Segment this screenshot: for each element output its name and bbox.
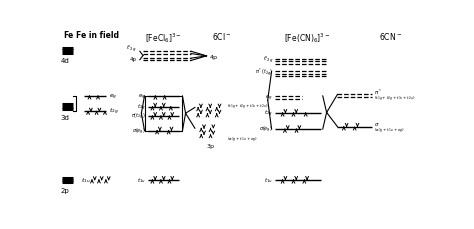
Text: 2p: 2p bbox=[61, 187, 70, 193]
Text: $t'_{2g}$: $t'_{2g}$ bbox=[263, 55, 273, 65]
Text: $(t_{1g}+t_{2g}+t_{1u}+t_{2u})$: $(t_{1g}+t_{2g}+t_{1u}+t_{2u})$ bbox=[374, 94, 416, 102]
Text: $\sigma(e_g)$: $\sigma(e_g)$ bbox=[259, 124, 273, 134]
Text: $e_g$: $e_g$ bbox=[138, 92, 146, 101]
Text: $e_g$: $e_g$ bbox=[109, 92, 117, 101]
Text: $t_{2g}$: $t_{2g}$ bbox=[137, 102, 146, 112]
Text: $\mathrm{6CN^-}$: $\mathrm{6CN^-}$ bbox=[380, 31, 402, 42]
Text: $[\mathrm{FeCl_6}]^{3-}$: $[\mathrm{FeCl_6}]^{3-}$ bbox=[145, 31, 182, 45]
Text: $\mathrm{6Cl^-}$: $\mathrm{6Cl^-}$ bbox=[212, 31, 232, 42]
Text: $\sigma(e_g)$: $\sigma(e_g)$ bbox=[132, 126, 146, 136]
Text: $t'_{2g}$: $t'_{2g}$ bbox=[126, 44, 137, 54]
Text: Fe in field: Fe in field bbox=[76, 31, 119, 40]
Text: $\pi(t_{2g})$: $\pi(t_{2g})$ bbox=[131, 111, 146, 122]
Text: $\pi^*(t_{2g})$: $\pi^*(t_{2g})$ bbox=[255, 66, 273, 78]
Text: $(t_{1g}+t_{2g}+t_{1u}+t_{2u})$: $(t_{1g}+t_{2g}+t_{1u}+t_{2u})$ bbox=[228, 101, 269, 110]
Text: $[\mathrm{Fe(CN)_6}]^{3-}$: $[\mathrm{Fe(CN)_6}]^{3-}$ bbox=[284, 31, 330, 45]
Text: $(a_{1g}+t_{1u}+e_g)$: $(a_{1g}+t_{1u}+e_g)$ bbox=[228, 135, 259, 144]
Text: $e_g$: $e_g$ bbox=[265, 93, 273, 103]
Text: $t_{1u}$: $t_{1u}$ bbox=[81, 176, 91, 185]
Text: 3p: 3p bbox=[206, 143, 214, 148]
Text: $\sigma$: $\sigma$ bbox=[374, 121, 380, 128]
Text: $t_{1u}$: $t_{1u}$ bbox=[137, 176, 146, 185]
Text: Fe: Fe bbox=[63, 31, 73, 40]
Text: $(a_{1g}+t_{1u}+e_g)$: $(a_{1g}+t_{1u}+e_g)$ bbox=[374, 126, 405, 135]
Text: $t_{1u}$: $t_{1u}$ bbox=[264, 176, 273, 185]
Text: $t_{2g}$: $t_{2g}$ bbox=[109, 107, 118, 117]
Text: $t_{2g}$: $t_{2g}$ bbox=[264, 108, 273, 118]
Text: 3d: 3d bbox=[61, 114, 70, 120]
Text: 4d: 4d bbox=[61, 58, 70, 64]
Text: 4p: 4p bbox=[130, 56, 137, 61]
Text: $\pi^*$: $\pi^*$ bbox=[374, 87, 382, 96]
Text: 4p: 4p bbox=[210, 55, 218, 60]
